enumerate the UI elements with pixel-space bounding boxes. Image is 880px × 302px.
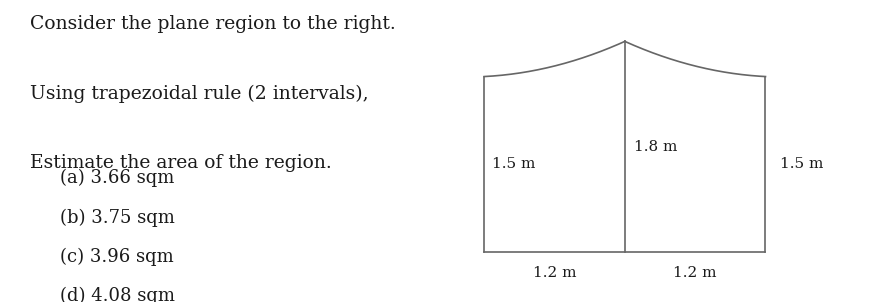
Text: (a) 3.66 sqm: (a) 3.66 sqm (60, 169, 174, 187)
Text: (c) 3.96 sqm: (c) 3.96 sqm (60, 248, 173, 266)
Text: 1.2 m: 1.2 m (673, 266, 717, 281)
Text: Estimate the area of the region.: Estimate the area of the region. (30, 154, 332, 172)
Text: 1.5 m: 1.5 m (780, 157, 823, 172)
Text: 1.8 m: 1.8 m (634, 140, 678, 154)
Text: 1.5 m: 1.5 m (492, 157, 536, 172)
Text: Using trapezoidal rule (2 intervals),: Using trapezoidal rule (2 intervals), (30, 85, 369, 103)
Text: (b) 3.75 sqm: (b) 3.75 sqm (60, 208, 175, 226)
Text: (d) 4.08 sqm: (d) 4.08 sqm (60, 287, 175, 302)
Text: Consider the plane region to the right.: Consider the plane region to the right. (30, 15, 396, 33)
Text: 1.2 m: 1.2 m (532, 266, 576, 281)
